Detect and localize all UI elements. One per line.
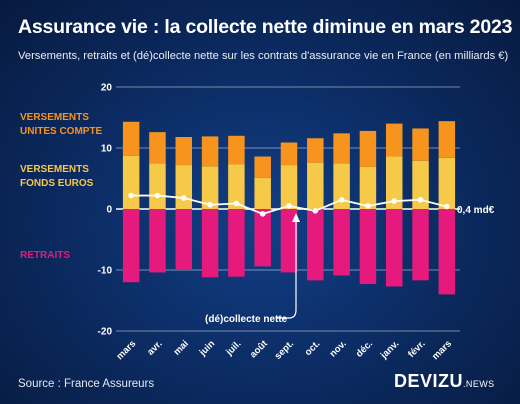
- bar-versements-euros: [228, 164, 245, 209]
- net-point: [154, 192, 161, 199]
- bar-retraits: [333, 209, 350, 276]
- bar-versements-uc: [438, 121, 456, 158]
- x-tick-label: janv.: [378, 338, 401, 361]
- net-point: [286, 203, 292, 209]
- x-tick-label: avr.: [145, 338, 164, 357]
- net-point: [180, 195, 187, 201]
- x-tick-label: juin: [197, 338, 218, 359]
- net-point: [312, 208, 319, 214]
- bars: [122, 121, 456, 295]
- bar-versements-uc: [359, 130, 377, 167]
- bar-versements-uc: [280, 142, 298, 166]
- net-line-group: [128, 192, 450, 217]
- bar-retraits: [175, 209, 193, 270]
- bar-versements-euros: [307, 162, 324, 209]
- net-point: [391, 198, 398, 204]
- net-line-callout-connector: [276, 222, 297, 319]
- bar-versements-euros: [175, 165, 193, 209]
- bar-retraits: [359, 209, 377, 285]
- x-tick-label: sept.: [273, 338, 296, 361]
- bar-versements-uc: [228, 135, 245, 165]
- bar-retraits: [149, 209, 166, 273]
- net-point: [259, 211, 266, 217]
- bar-versements-euros: [385, 156, 403, 209]
- bar-retraits: [385, 209, 403, 287]
- brand-name: DEVIZU: [394, 371, 464, 391]
- bar-retraits: [438, 209, 456, 295]
- brand-logo: DEVIZU.NEWS: [394, 371, 495, 392]
- bar-versements-uc: [122, 121, 140, 156]
- y-tick-label: 0: [106, 205, 112, 216]
- bar-versements-uc: [254, 156, 271, 178]
- legend-versements-uc-line1: VERSEMENTS: [20, 112, 89, 123]
- legend-versements-uc-line2: UNITES COMPTE: [20, 126, 103, 137]
- x-tick-label: mai: [172, 338, 191, 357]
- y-tick-label: -20: [98, 327, 113, 338]
- bar-versements-uc: [412, 128, 429, 161]
- net-point: [444, 203, 450, 210]
- bar-retraits: [412, 209, 429, 281]
- x-tick-label: juil.: [223, 338, 243, 358]
- bar-versements-uc: [307, 138, 324, 163]
- bar-versements-euros: [333, 163, 350, 209]
- y-tick-labels: -20 -10 0 10 20: [98, 83, 113, 338]
- bar-versements-euros: [438, 157, 456, 209]
- bar-versements-euros: [149, 163, 166, 209]
- bar-retraits: [254, 209, 271, 267]
- y-tick-label: 10: [101, 144, 113, 155]
- bar-retraits: [201, 209, 219, 278]
- brand-suffix: .NEWS: [463, 379, 495, 389]
- x-tick-label: févr.: [406, 338, 428, 360]
- y-tick-label: 20: [101, 83, 113, 94]
- bar-retraits: [228, 209, 245, 277]
- net-point: [417, 197, 424, 203]
- x-tick-label: août: [248, 338, 271, 361]
- legend-retraits: RETRAITS: [20, 250, 70, 261]
- chart-title: Assurance vie : la collecte nette diminu…: [18, 16, 513, 38]
- net-point: [128, 192, 134, 199]
- net-point: [233, 200, 240, 207]
- x-tick-label: mars: [430, 338, 454, 362]
- bar-versements-uc: [201, 136, 219, 167]
- bar-versements-euros: [359, 166, 377, 209]
- bar-versements-uc: [175, 137, 193, 166]
- bar-retraits: [122, 209, 140, 283]
- bar-retraits: [280, 209, 298, 273]
- x-tick-label: oct.: [303, 338, 323, 358]
- bar-retraits: [307, 209, 324, 281]
- net-line-callout-arrowhead: [292, 213, 300, 222]
- bar-versements-euros: [201, 166, 219, 209]
- legend-versements-euros-line1: VERSEMENTS: [20, 164, 89, 175]
- bar-versements-euros: [122, 155, 140, 209]
- bar-versements-uc: [385, 123, 403, 157]
- x-tick-label: déc.: [354, 338, 375, 359]
- net-point: [338, 197, 345, 203]
- net-line-callout-label: (dé)collecte nette: [205, 314, 288, 325]
- bar-versements-euros: [280, 165, 298, 209]
- x-tick-labels: mars avr. mai juin juil. août sept. oct. nov. déc…: [114, 338, 454, 362]
- y-tick-label: -10: [98, 266, 113, 277]
- x-tick-label: nov.: [328, 338, 349, 359]
- bar-versements-uc: [149, 132, 166, 164]
- net-point: [207, 201, 213, 208]
- x-tick-label: mars: [114, 338, 138, 362]
- bar-versements-euros: [254, 177, 271, 209]
- chart-subtitle: Versements, retraits et (dé)collecte net…: [18, 50, 509, 62]
- legend-versements-euros-line2: FONDS EUROS: [20, 178, 94, 189]
- net-point: [365, 203, 371, 209]
- last-value-annotation: 0,4 md€: [457, 205, 495, 216]
- source-note: Source : France Assureurs: [18, 378, 155, 390]
- bar-versements-euros: [412, 160, 429, 209]
- bar-versements-uc: [333, 133, 350, 164]
